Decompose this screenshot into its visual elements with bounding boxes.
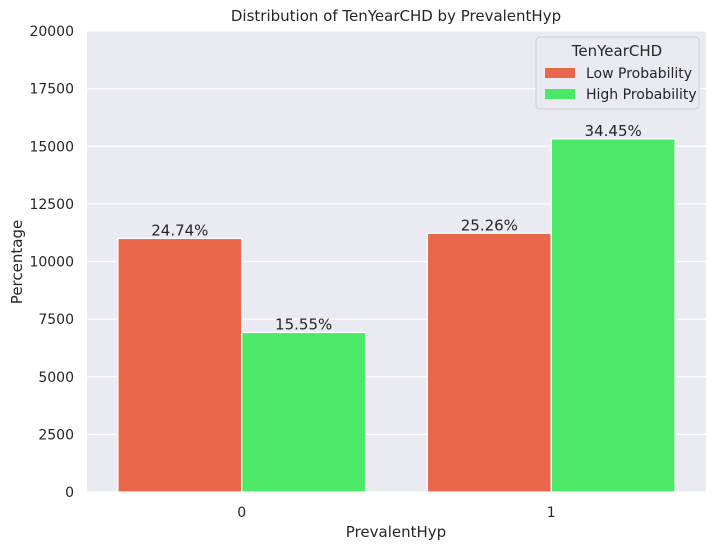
bar-data-label: 15.55% xyxy=(275,315,332,333)
bars xyxy=(117,138,676,493)
bar-data-label: 34.45% xyxy=(585,122,642,140)
x-axis-label: PrevalentHyp xyxy=(346,523,446,541)
bar-data-label: 24.74% xyxy=(151,221,208,239)
bar-high-probability-0 xyxy=(241,331,367,493)
bar-low-probability-0 xyxy=(117,237,243,493)
data-labels: 24.74% 15.55% 25.26% 34.45% xyxy=(151,122,642,334)
y-tick-label: 10000 xyxy=(29,255,74,271)
bar-low-probability-1 xyxy=(426,232,552,493)
y-ticks: 0 2500 5000 7500 10000 12500 15000 17500 20000 xyxy=(29,24,74,501)
legend-swatch-low-probability xyxy=(545,68,575,78)
y-tick-label: 15000 xyxy=(29,139,74,155)
legend-label-high-probability: High Probability xyxy=(586,87,697,103)
y-tick-label: 17500 xyxy=(29,82,74,98)
legend-label-low-probability: Low Probability xyxy=(586,66,692,82)
chart-title: Distribution of TenYearCHD by PrevalentH… xyxy=(231,7,561,25)
y-tick-label: 5000 xyxy=(38,370,74,386)
y-tick-label: 0 xyxy=(65,485,74,501)
x-tick-label: 1 xyxy=(547,505,556,521)
legend-box xyxy=(535,36,700,110)
legend: TenYearCHD Low Probability High Probabil… xyxy=(535,36,700,110)
legend-swatch-high-probability xyxy=(545,89,575,99)
y-axis-label: Percentage xyxy=(8,220,26,304)
legend-title: TenYearCHD xyxy=(571,42,662,60)
y-tick-label: 2500 xyxy=(38,427,74,443)
bar-data-label: 25.26% xyxy=(461,216,518,234)
bar-high-probability-1 xyxy=(550,138,676,493)
y-tick-label: 7500 xyxy=(38,312,74,328)
x-tick-label: 0 xyxy=(237,505,246,521)
y-tick-label: 20000 xyxy=(29,24,74,40)
y-tick-label: 12500 xyxy=(29,197,74,213)
